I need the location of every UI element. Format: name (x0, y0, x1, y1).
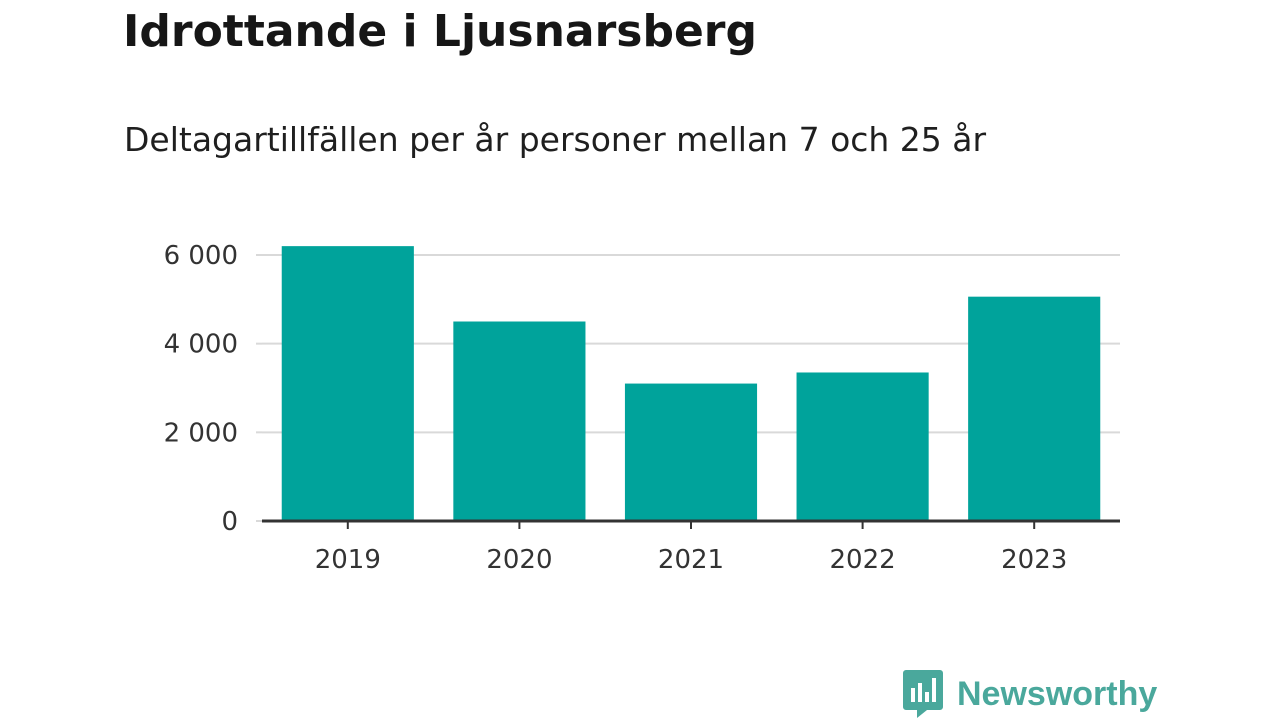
bars (281, 246, 1101, 521)
bar-2023 (968, 296, 1101, 521)
axes: 0 2 000 4 000 6 000 2019 2020 2021 2022 2023 (164, 241, 1120, 575)
y-tick-label: 4 000 (164, 330, 238, 360)
bar-2020 (453, 321, 586, 521)
bar-2022 (796, 372, 929, 521)
x-tick-label: 2020 (486, 545, 552, 575)
x-tick-label: 2023 (1001, 545, 1067, 575)
newsworthy-logo: Newsworthy (903, 670, 1157, 718)
bar-2019 (281, 246, 414, 521)
x-tick-label: 2019 (315, 545, 381, 575)
x-tick-label: 2022 (830, 545, 896, 575)
y-tick-label: 2 000 (164, 418, 238, 448)
x-tick-label: 2021 (658, 545, 724, 575)
brand-name: Newsworthy (957, 674, 1158, 713)
bar-chart-speech-bubble-icon (903, 670, 943, 718)
chart-subtitle: Deltagartillfällen per år personer mella… (124, 120, 987, 159)
chart-title: Idrottande i Ljusnarsberg (123, 6, 758, 57)
y-tick-label: 0 (221, 507, 238, 537)
y-tick-label: 6 000 (164, 241, 238, 271)
bar-2021 (624, 383, 758, 521)
